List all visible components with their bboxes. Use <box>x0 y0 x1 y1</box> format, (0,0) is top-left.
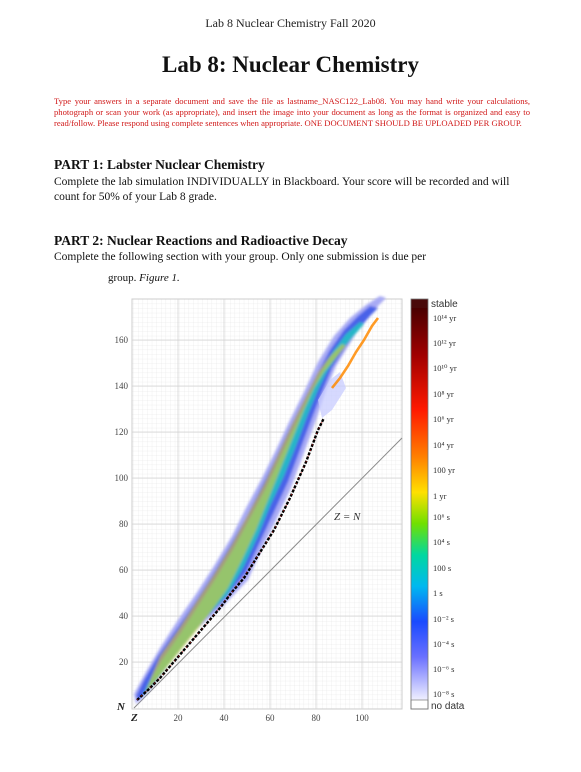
x-axis: 20 40 60 80 100 <box>174 713 370 723</box>
figure-caption: group. Figure 1. <box>108 272 180 284</box>
y-tick-label: 160 <box>115 335 129 345</box>
legend-stop: 10¹⁴ yr <box>433 313 456 323</box>
legend-stop: 10⁶ s <box>433 512 450 522</box>
heavy-element-strip <box>330 317 380 389</box>
x-tick-label: 80 <box>312 713 322 723</box>
part1-body: Complete the lab simulation INDIVIDUALLY… <box>54 176 510 203</box>
legend-stop: 10⁻² s <box>433 614 454 624</box>
y-axis-label: N <box>116 701 126 713</box>
y-tick-label: 60 <box>119 565 129 575</box>
page-title: Lab 8: Nuclear Chemistry <box>161 52 420 77</box>
legend-stop: 10⁸ yr <box>433 389 454 399</box>
caption-prefix: group. <box>108 272 137 284</box>
legend-no-data-label: no data <box>431 701 465 712</box>
y-tick-label: 120 <box>115 427 129 437</box>
x-tick-label: 100 <box>355 713 369 723</box>
legend-stable-swatch <box>411 299 428 308</box>
y-tick-label: 40 <box>119 611 129 621</box>
legend-stop: 10⁻⁶ s <box>433 664 454 674</box>
legend-stop: 100 yr <box>433 465 455 475</box>
part2-title: PART 2: Nuclear Reactions and Radioactiv… <box>54 233 348 248</box>
y-tick-label: 140 <box>115 381 129 391</box>
y-tick-label: 20 <box>119 657 129 667</box>
lifetime-legend: stable 10¹⁴ yr 10¹² yr 10¹⁰ yr 10⁸ yr 10… <box>410 298 465 712</box>
x-tick-label: 40 <box>220 713 230 723</box>
y-tick-label: 100 <box>115 473 129 483</box>
x-axis-label: Z <box>130 712 138 724</box>
legend-stop: 10⁴ s <box>433 537 450 547</box>
legend-stop: 10¹⁰ yr <box>433 363 457 373</box>
legend-no-data-swatch <box>410 699 429 710</box>
caption-figure-label: Figure 1. <box>139 272 180 284</box>
x-tick-label: 60 <box>266 713 276 723</box>
legend-stop: 1 yr <box>433 491 447 501</box>
legend-stop: 10¹² yr <box>433 338 456 348</box>
x-tick-label: 20 <box>174 713 184 723</box>
legend-stop: 100 s <box>433 563 451 573</box>
legend-stop: 10⁶ yr <box>433 414 454 424</box>
y-axis: 20 40 60 80 100 120 140 160 <box>115 335 129 667</box>
instructions-text: Type your answers in a separate document… <box>54 96 530 128</box>
legend-stable-label: stable <box>431 299 458 310</box>
part1-title: PART 1: Labster Nuclear Chemistry <box>54 157 265 172</box>
page-header: Lab 8 Nuclear Chemistry Fall 2020 <box>205 16 376 30</box>
band-gap-region <box>318 372 346 418</box>
legend-stop: 1 s <box>433 588 443 598</box>
stability-line <box>136 417 326 701</box>
legend-stop: 10⁴ yr <box>433 440 454 450</box>
legend-stop: 10⁻⁸ s <box>433 689 454 699</box>
z-equals-n-line <box>133 437 403 709</box>
legend-colorbar <box>411 308 428 700</box>
z-equals-n-label: Z = N <box>334 511 361 523</box>
y-tick-label: 80 <box>119 519 129 529</box>
part2-body: Complete the following section with your… <box>54 251 427 263</box>
legend-stop: 10⁻⁴ s <box>433 639 454 649</box>
